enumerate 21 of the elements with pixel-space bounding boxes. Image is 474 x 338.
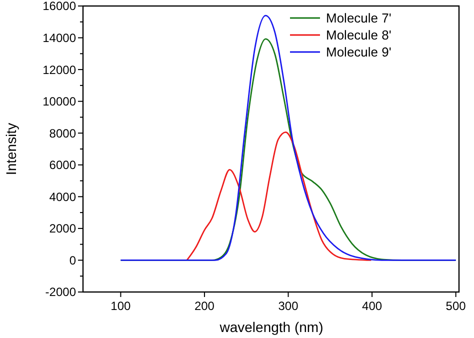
y-tick-label: 14000 [42, 30, 76, 45]
y-tick-label: 0 [69, 253, 76, 268]
x-tick-label: 300 [278, 299, 299, 313]
y-tick-label: 6000 [49, 158, 76, 172]
y-tick-label: 8000 [49, 126, 76, 140]
line-series [186, 131, 372, 261]
x-tick-label: 400 [362, 299, 382, 313]
y-tick-label: 4000 [49, 190, 76, 204]
legend-label: Molecule 8' [326, 28, 392, 43]
legend-label: Molecule 9' [326, 44, 392, 60]
x-tick-label: 200 [194, 299, 215, 313]
y-axis-title: Intensity [3, 122, 19, 176]
y-tick-label: 2000 [49, 222, 76, 236]
x-axis-title: wavelength (nm) [218, 319, 324, 335]
x-tick-label: 500 [446, 299, 466, 313]
y-tick-label: 10000 [42, 94, 76, 109]
y-tick-label: 16000 [42, 0, 76, 14]
y-tick-label: -2000 [45, 285, 76, 300]
x-tick-label: 100 [110, 299, 132, 313]
legend-label: Molecule 7' [326, 10, 392, 26]
y-tick-label: 12000 [42, 62, 76, 77]
